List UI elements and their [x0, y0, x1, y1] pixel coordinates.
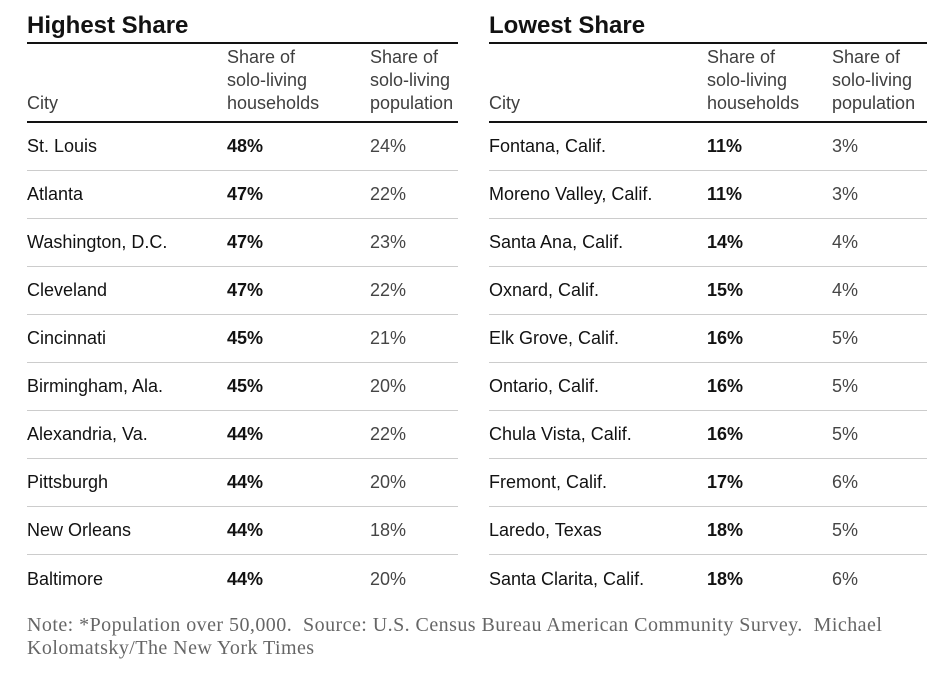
table-row: Birmingham, Ala. 45% 20% — [27, 363, 458, 411]
households-cell: 47% — [227, 280, 264, 300]
city-cell: Fremont, Calif. — [489, 472, 608, 492]
city-cell: Cleveland — [27, 280, 108, 300]
footnote: Note: *Population over 50,000. Source: U… — [27, 614, 883, 659]
table-row: Chula Vista, Calif. 16% 5% — [489, 411, 927, 459]
city-cell: Birmingham, Ala. — [27, 376, 164, 396]
city-cell: Alexandria, Va. — [27, 424, 148, 444]
table-header: City Share of solo-living households Sha… — [489, 44, 927, 123]
solo-living-tables-page: Highest Share City Share of solo-living … — [27, 12, 943, 659]
households-cell: 47% — [227, 232, 264, 252]
households-cell: 44% — [227, 472, 264, 492]
city-cell: Elk Grove, Calif. — [489, 328, 620, 348]
table-row: Washington, D.C. 47% 23% — [27, 219, 458, 267]
table-row: Alexandria, Va. 44% 22% — [27, 411, 458, 459]
city-cell: Fontana, Calif. — [489, 136, 607, 156]
highest-share-table: Highest Share City Share of solo-living … — [27, 12, 458, 603]
city-cell: Washington, D.C. — [27, 232, 168, 252]
population-cell: 6% — [832, 472, 859, 492]
table-row: Santa Clarita, Calif. 18% 6% — [489, 555, 927, 603]
households-cell: 16% — [707, 424, 744, 444]
city-cell: Laredo, Texas — [489, 520, 602, 540]
population-cell: 5% — [832, 376, 859, 396]
table-row: Elk Grove, Calif. 16% 5% — [489, 315, 927, 363]
table-row: Baltimore 44% 20% — [27, 555, 458, 603]
city-cell: Chula Vista, Calif. — [489, 424, 632, 444]
households-cell: 44% — [227, 424, 264, 444]
population-cell: 3% — [832, 136, 859, 156]
table-row: Pittsburgh 44% 20% — [27, 459, 458, 507]
households-cell: 18% — [707, 568, 744, 589]
population-cell: 22% — [370, 424, 407, 444]
population-cell: 18% — [370, 520, 407, 540]
table-title: Highest Share — [27, 12, 458, 44]
table-title: Lowest Share — [489, 12, 927, 44]
population-cell: 22% — [370, 184, 407, 204]
households-cell: 45% — [227, 328, 264, 348]
city-cell: St. Louis — [27, 136, 98, 156]
households-cell: 11% — [707, 184, 743, 204]
population-cell: 21% — [370, 328, 407, 348]
households-cell: 18% — [707, 520, 744, 540]
households-cell: 47% — [227, 184, 264, 204]
table-row: Laredo, Texas 18% 5% — [489, 507, 927, 555]
city-cell: Ontario, Calif. — [489, 376, 600, 396]
population-cell: 23% — [370, 232, 407, 252]
city-cell: Atlanta — [27, 184, 84, 204]
column-header-households: Share of solo-living households — [707, 47, 800, 113]
column-header-population: Share of solo-living population — [370, 47, 454, 113]
lowest-share-table: Lowest Share City Share of solo-living h… — [489, 12, 927, 603]
table-row: Ontario, Calif. 16% 5% — [489, 363, 927, 411]
table-row: Fremont, Calif. 17% 6% — [489, 459, 927, 507]
households-cell: 11% — [707, 136, 743, 156]
population-cell: 5% — [832, 424, 859, 444]
households-cell: 44% — [227, 520, 264, 540]
city-cell: Santa Clarita, Calif. — [489, 568, 645, 589]
table-row: Cincinnati 45% 21% — [27, 315, 458, 363]
population-cell: 4% — [832, 232, 859, 252]
table-body: Fontana, Calif. 11% 3% Moreno Valley, Calif… — [489, 123, 927, 603]
population-cell: 5% — [832, 328, 859, 348]
column-header-city: City — [489, 93, 520, 113]
population-cell: 24% — [370, 136, 407, 156]
table-row: Moreno Valley, Calif. 11% 3% — [489, 171, 927, 219]
city-cell: Cincinnati — [27, 328, 107, 348]
households-cell: 16% — [707, 328, 744, 348]
table-row: Atlanta 47% 22% — [27, 171, 458, 219]
population-cell: 20% — [370, 568, 407, 589]
city-cell: Santa Ana, Calif. — [489, 232, 624, 252]
table-row: St. Louis 48% 24% — [27, 123, 458, 171]
households-cell: 45% — [227, 376, 264, 396]
population-cell: 22% — [370, 280, 407, 300]
population-cell: 6% — [832, 568, 859, 589]
table-row: Cleveland 47% 22% — [27, 267, 458, 315]
city-cell: Pittsburgh — [27, 472, 109, 492]
table-row: New Orleans 44% 18% — [27, 507, 458, 555]
city-cell: Baltimore — [27, 568, 104, 589]
population-cell: 3% — [832, 184, 859, 204]
table-header: City Share of solo-living households Sha… — [27, 44, 458, 123]
city-cell: Moreno Valley, Calif. — [489, 184, 653, 204]
households-cell: 48% — [227, 136, 264, 156]
households-cell: 15% — [707, 280, 744, 300]
city-cell: Oxnard, Calif. — [489, 280, 600, 300]
households-cell: 16% — [707, 376, 744, 396]
column-header-city: City — [27, 93, 58, 113]
households-cell: 44% — [227, 568, 264, 589]
tables-container: Highest Share City Share of solo-living … — [27, 12, 943, 603]
households-cell: 17% — [707, 472, 744, 492]
column-header-population: Share of solo-living population — [832, 47, 916, 113]
households-cell: 14% — [707, 232, 744, 252]
population-cell: 5% — [832, 520, 859, 540]
column-header-households: Share of solo-living households — [227, 47, 320, 113]
table-row: Fontana, Calif. 11% 3% — [489, 123, 927, 171]
table-row: Santa Ana, Calif. 14% 4% — [489, 219, 927, 267]
population-cell: 4% — [832, 280, 859, 300]
table-row: Oxnard, Calif. 15% 4% — [489, 267, 927, 315]
table-body: St. Louis 48% 24% Atlanta 47% 22% Washington, … — [27, 123, 458, 603]
population-cell: 20% — [370, 472, 407, 492]
population-cell: 20% — [370, 376, 407, 396]
city-cell: New Orleans — [27, 520, 132, 540]
